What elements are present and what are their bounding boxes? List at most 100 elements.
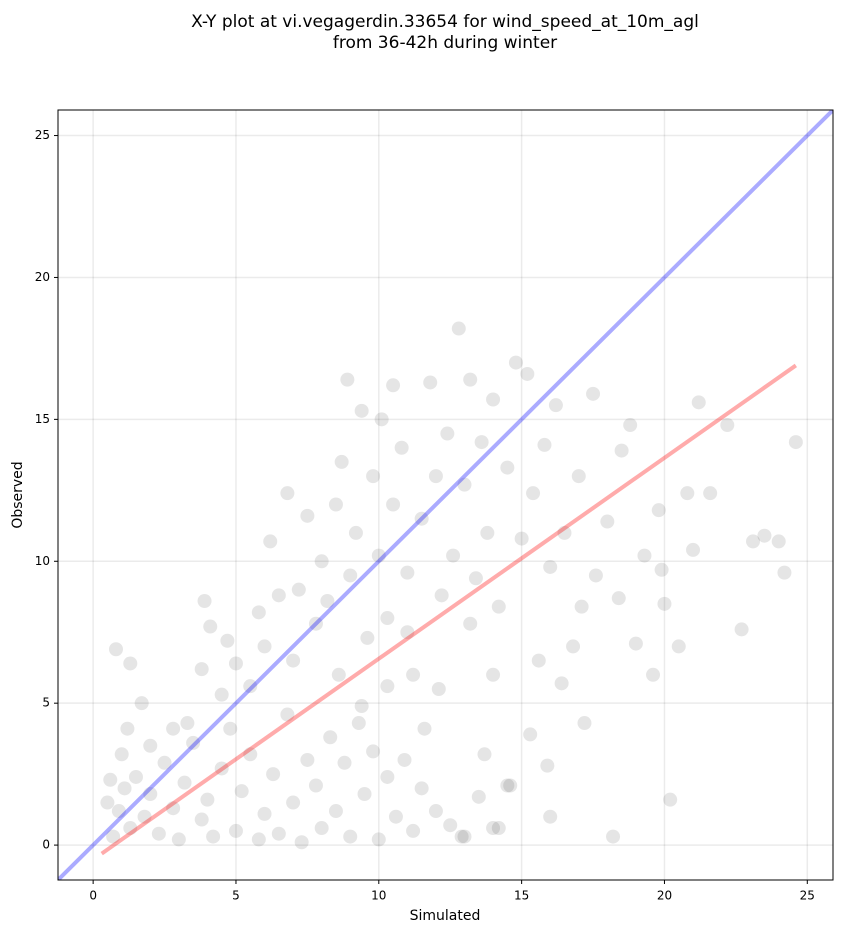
scatter-point — [123, 656, 138, 671]
scatter-point — [400, 625, 415, 640]
scatter-point — [251, 832, 266, 847]
scatter-point — [623, 418, 638, 433]
scatter-point — [103, 772, 118, 787]
scatter-point — [157, 755, 172, 770]
scatter-point — [257, 806, 272, 821]
scatter-point — [194, 662, 209, 677]
scatter-point — [446, 548, 461, 563]
scatter-point — [771, 534, 786, 549]
ticks: 0 5 10 15 20 25 0 5 10 15 20 25 — [35, 128, 815, 902]
scatter-point — [360, 630, 375, 645]
scatter-point — [540, 758, 555, 773]
scatter-point — [777, 565, 792, 580]
scatter-point — [180, 716, 195, 731]
scatter-point — [451, 321, 466, 336]
scatter-point — [308, 616, 323, 631]
scatter-point — [314, 554, 329, 569]
scatter-point — [308, 778, 323, 793]
scatter-point — [468, 571, 483, 586]
scatter-point — [491, 599, 506, 614]
scatter-point — [388, 809, 403, 824]
scatter-point — [194, 812, 209, 827]
scatter-point — [143, 738, 158, 753]
y-tick-label: 15 — [35, 412, 50, 426]
scatter-point — [454, 829, 469, 844]
scatter-point — [757, 528, 772, 543]
scatter-point — [197, 594, 212, 609]
scatter-point — [120, 721, 135, 736]
scatter-point — [151, 826, 166, 841]
scatter-point — [394, 440, 409, 455]
scatter-point — [637, 548, 652, 563]
scatter-point — [337, 755, 352, 770]
scatter-point — [128, 769, 143, 784]
scatter-point — [271, 826, 286, 841]
scatter-point — [651, 503, 666, 518]
scatter-point — [646, 667, 661, 682]
scatter-point — [734, 622, 749, 637]
scatter-point — [554, 676, 569, 691]
scatter-point — [400, 565, 415, 580]
scatter-point — [334, 454, 349, 469]
scatter-point — [480, 525, 495, 540]
scatter-point — [508, 355, 523, 370]
scatter-point — [406, 823, 421, 838]
y-tick-label: 5 — [42, 696, 50, 710]
scatter-point — [703, 486, 718, 501]
scatter-point — [117, 781, 132, 796]
scatter-point — [443, 818, 458, 833]
scatter-point — [628, 636, 643, 651]
scatter-point — [537, 437, 552, 452]
scatter-point — [586, 386, 601, 401]
scatter-point — [520, 366, 535, 381]
x-tick-label: 15 — [514, 889, 529, 903]
scatter-point — [566, 639, 581, 654]
scatter-point — [474, 435, 489, 450]
scatter-point — [291, 582, 306, 597]
scatter-point — [134, 696, 149, 711]
scatter-point — [423, 375, 438, 390]
scatter-point — [234, 784, 249, 799]
x-tick-label: 0 — [89, 889, 97, 903]
plot-frame — [57, 109, 834, 881]
scatter-point — [577, 716, 592, 731]
scatter-point — [294, 835, 309, 850]
scatter-point — [223, 721, 238, 736]
scatter-point — [137, 809, 152, 824]
scatter-point — [457, 829, 472, 844]
scatter-point — [108, 642, 123, 657]
scatter-point — [203, 619, 218, 634]
scatter-point — [220, 633, 235, 648]
scatter-point — [366, 744, 381, 759]
scatter-point — [123, 821, 138, 836]
scatter-point — [431, 681, 446, 696]
scatter-point — [371, 548, 386, 563]
scatter-point — [343, 568, 358, 583]
scatter-point — [588, 568, 603, 583]
scatter-point — [414, 781, 429, 796]
scatter-point — [106, 829, 121, 844]
scatter-point — [111, 804, 126, 819]
scatter-point — [514, 531, 529, 546]
scatter-point — [343, 829, 358, 844]
scatter-point — [434, 588, 449, 603]
scatter-point — [214, 687, 229, 702]
plot-area — [58, 110, 833, 880]
scatter-point — [323, 730, 338, 745]
scatter-point — [251, 605, 266, 620]
fit-line — [100, 363, 798, 856]
scatter-point — [300, 752, 315, 767]
scatter-point — [526, 486, 541, 501]
scatter-point — [243, 747, 258, 762]
scatter-point — [280, 707, 295, 722]
scatter-point — [503, 778, 518, 793]
scatter-point — [746, 534, 761, 549]
scatter-point — [243, 679, 258, 694]
scatter-point — [314, 821, 329, 836]
x-tick-label: 5 — [232, 889, 240, 903]
scatter-point — [571, 469, 586, 484]
scatter-point — [300, 508, 315, 523]
scatter-point — [428, 804, 443, 819]
scatter-point — [574, 599, 589, 614]
